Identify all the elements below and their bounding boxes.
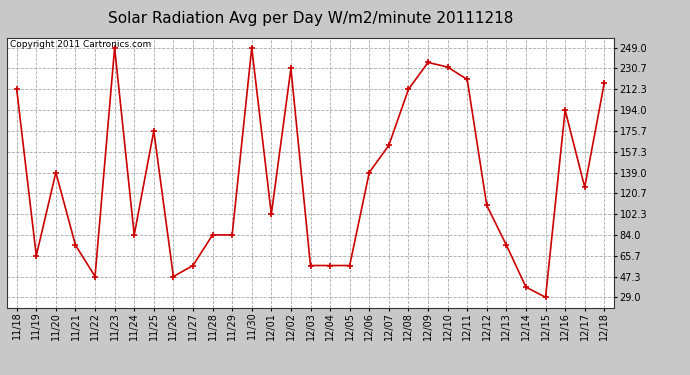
Text: Copyright 2011 Cartronics.com: Copyright 2011 Cartronics.com xyxy=(10,40,151,49)
Text: Solar Radiation Avg per Day W/m2/minute 20111218: Solar Radiation Avg per Day W/m2/minute … xyxy=(108,11,513,26)
